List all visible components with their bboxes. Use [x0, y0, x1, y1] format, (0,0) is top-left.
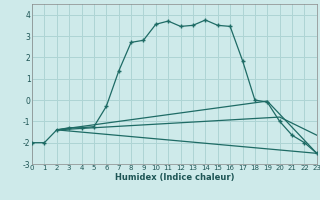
- X-axis label: Humidex (Indice chaleur): Humidex (Indice chaleur): [115, 173, 234, 182]
